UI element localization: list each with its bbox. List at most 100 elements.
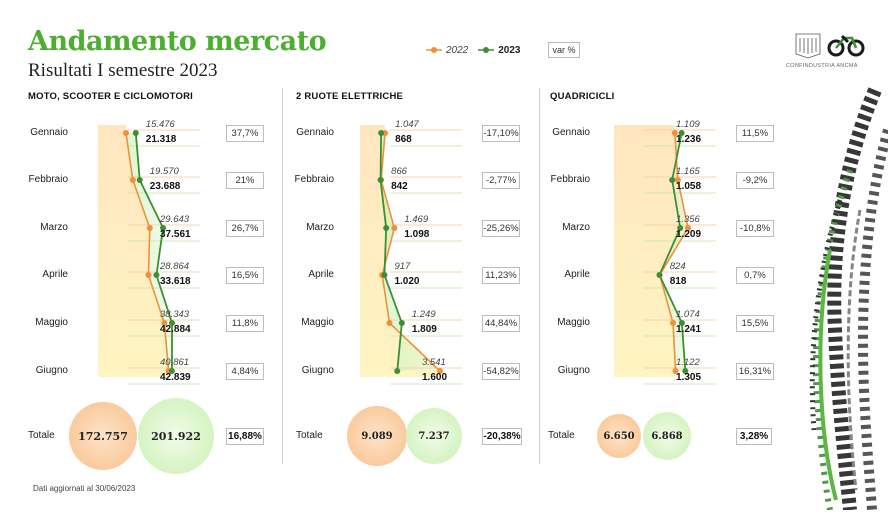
- page-subtitle: Risultati I semestre 2023: [28, 60, 218, 81]
- point-2022: [161, 320, 168, 326]
- value-label-2022: 28.864: [160, 261, 190, 272]
- point-2022: [685, 225, 691, 231]
- month-label: Marzo: [306, 222, 334, 233]
- month-label: Marzo: [562, 222, 590, 233]
- point-2023: [377, 177, 384, 183]
- var-percent-box: 11,23%: [482, 267, 520, 284]
- legend-2022-marker-icon: [426, 47, 442, 53]
- point-2023: [669, 177, 676, 183]
- point-2022: [671, 130, 678, 136]
- value-label-2023: 42.884: [160, 324, 191, 335]
- legend-2023-label: 2023: [498, 44, 521, 56]
- value-label-2023: 1.236: [676, 134, 702, 145]
- total-var-box: -20,38%: [482, 428, 522, 445]
- value-label-2023: 818: [669, 276, 687, 287]
- chart-title: 2 RUOTE ELETTRICHE: [296, 91, 404, 102]
- point-2022: [122, 130, 129, 136]
- point-2023: [394, 368, 401, 374]
- value-label-2023: 33.618: [160, 276, 191, 287]
- chart-title: QUADRICICLI: [550, 91, 615, 102]
- var-percent-legend: var %: [548, 42, 580, 58]
- var-percent-box: 37,7%: [226, 125, 264, 142]
- value-label-2023: 23.688: [149, 181, 181, 192]
- point-2023: [398, 320, 405, 326]
- value-label-2022: 1.122: [676, 357, 700, 368]
- var-percent-box: 26,7%: [226, 220, 264, 237]
- area-2022: [98, 125, 169, 377]
- point-2022: [672, 368, 679, 374]
- legend-2023-marker-icon: [478, 47, 495, 53]
- value-label-2022: 19.570: [149, 166, 179, 177]
- tire-track-decoration-icon: [809, 87, 888, 510]
- area-2022: [614, 125, 688, 377]
- value-label-2023: 1.098: [404, 229, 430, 240]
- value-label-2023: 1.305: [676, 372, 702, 383]
- value-label-2023: 1.209: [676, 229, 702, 240]
- value-label-2022: 38.343: [160, 309, 190, 320]
- month-label: Giugno: [557, 365, 590, 376]
- value-label-2022: 1.469: [404, 214, 429, 225]
- point-2022: [145, 272, 152, 278]
- area-difference: [380, 133, 440, 371]
- month-label: Gennaio: [296, 127, 334, 138]
- value-label-2022: 824: [669, 261, 686, 272]
- total-var-box: 16,88%: [226, 428, 264, 445]
- value-label-2022: 29.643: [160, 214, 190, 225]
- var-percent-box: 0,7%: [736, 267, 774, 284]
- point-2022: [437, 368, 443, 374]
- value-label-2023: 37.561: [160, 229, 191, 240]
- point-2023: [168, 368, 175, 374]
- month-label: Maggio: [35, 317, 68, 328]
- point-2023: [378, 130, 385, 136]
- point-2022: [391, 225, 398, 231]
- series-line-2023: [134, 132, 173, 372]
- total-bubble-2023: 7.237: [406, 408, 462, 464]
- value-label-2022: 1.109: [676, 119, 700, 130]
- var-percent-box: 11,8%: [226, 315, 264, 332]
- chart-title: MOTO, SCOOTER E CICLOMOTORI: [28, 91, 193, 102]
- value-label-2022: 40.861: [160, 357, 190, 368]
- logo-text: CONFINDUSTRIA ANCMA: [786, 63, 858, 69]
- value-label-2022: 1.074: [676, 309, 700, 320]
- var-percent-box: -54,82%: [482, 363, 520, 380]
- page-title: Andamento mercato: [28, 26, 327, 57]
- month-label: Gennaio: [30, 127, 68, 138]
- series-line-2022: [658, 132, 689, 372]
- var-percent-box: -17,10%: [482, 125, 520, 142]
- month-label: Giugno: [35, 365, 68, 376]
- point-2023: [682, 368, 689, 374]
- month-label: Febbraio: [28, 174, 68, 185]
- var-percent-box: -2,77%: [482, 172, 520, 189]
- point-2022: [670, 320, 677, 326]
- month-label: Maggio: [301, 317, 334, 328]
- value-label-2022: 3.541: [422, 357, 446, 368]
- value-label-2023: 1.600: [422, 372, 448, 383]
- area-2022: [360, 125, 440, 377]
- value-label-2022: 917: [394, 261, 411, 272]
- value-label-2022: 866: [391, 166, 407, 177]
- legend: 2022 2023: [426, 42, 521, 58]
- value-label-2023: 1.809: [411, 324, 437, 335]
- point-2023: [160, 225, 167, 231]
- point-2023: [153, 272, 160, 278]
- month-label: Febbraio: [550, 174, 590, 185]
- point-2023: [381, 272, 388, 278]
- series-line-2022: [380, 132, 441, 372]
- confindustria-ancma-logo-icon: [795, 33, 865, 59]
- point-2023: [132, 130, 139, 136]
- var-percent-box: 15,5%: [736, 315, 774, 332]
- point-2023: [383, 225, 390, 231]
- total-var-box: 3,28%: [736, 428, 772, 445]
- value-label-2023: 868: [395, 134, 412, 145]
- var-percent-box: -9,2%: [736, 172, 774, 189]
- value-label-2023: 1.020: [394, 276, 420, 287]
- month-label: Giugno: [301, 365, 334, 376]
- value-label-2022: 1.165: [676, 166, 700, 177]
- value-label-2022: 1.356: [676, 214, 700, 225]
- point-2023: [169, 320, 175, 326]
- panel-divider: [282, 88, 283, 464]
- value-label-2022: 15.476: [145, 119, 175, 130]
